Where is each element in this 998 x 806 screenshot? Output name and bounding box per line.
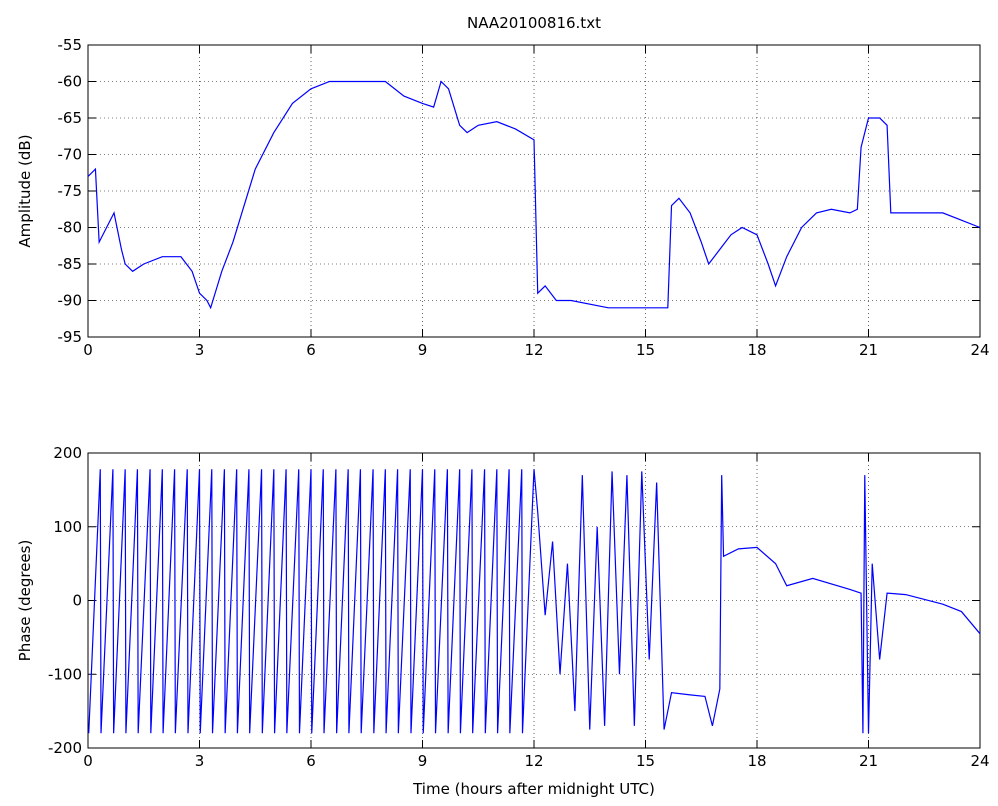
x-tick-label: 15 [636,752,655,770]
y-tick-label: -80 [58,219,83,237]
y-axis-label: Amplitude (dB) [16,134,34,247]
x-axis-label: Time (hours after midnight UTC) [412,780,655,798]
y-tick-label: -100 [48,665,82,683]
x-tick-label: 18 [747,752,766,770]
y-tick-label: 0 [72,592,82,610]
y-axis-label: Phase (degrees) [16,540,34,662]
y-tick-label: -85 [58,255,83,273]
x-tick-label: 0 [83,341,93,359]
y-tick-label: -55 [58,36,83,54]
y-tick-label: -60 [58,73,83,91]
y-tick-label: -65 [58,109,83,127]
x-tick-label: 21 [859,752,878,770]
y-tick-label: -200 [48,739,82,757]
data-line [88,469,981,734]
x-tick-label: 12 [524,341,543,359]
y-tick-label: -95 [58,328,83,346]
x-tick-label: 9 [418,752,428,770]
x-tick-label: 6 [306,752,316,770]
x-tick-label: 24 [970,752,989,770]
x-tick-label: 15 [636,341,655,359]
x-tick-label: 3 [195,341,205,359]
x-tick-label: 18 [747,341,766,359]
x-tick-label: 12 [524,752,543,770]
chart-title: NAA20100816.txt [467,14,601,32]
data-line [87,80,981,310]
y-tick-label: -70 [58,146,83,164]
y-tick-label: 100 [53,518,82,536]
y-tick-label: -90 [58,292,83,310]
x-tick-label: 24 [970,341,989,359]
y-tick-label: -75 [58,182,83,200]
x-tick-label: 9 [418,341,428,359]
x-tick-label: 3 [195,752,205,770]
y-tick-label: 200 [53,444,82,462]
x-tick-label: 0 [83,752,93,770]
x-tick-label: 6 [306,341,316,359]
x-tick-label: 21 [859,341,878,359]
